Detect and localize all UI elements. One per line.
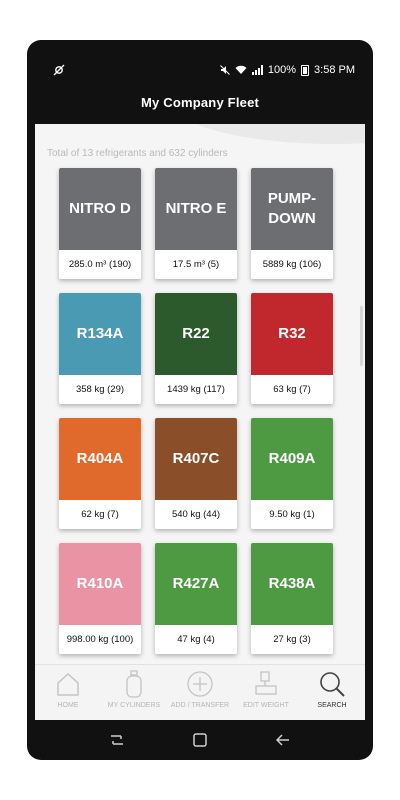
refrigerant-card-r407c[interactable]: R407C 540 kg (44) xyxy=(155,418,237,529)
refrigerant-card-r404a[interactable]: R404A 62 kg (7) xyxy=(59,418,141,529)
nav-label: SEARCH xyxy=(317,702,347,709)
home-icon xyxy=(53,669,83,699)
system-nav-bar xyxy=(35,720,365,760)
fleet-summary: Total of 13 refrigerants and 632 cylinde… xyxy=(47,148,228,159)
refrigerant-card-r22[interactable]: R22 1439 kg (117) xyxy=(155,293,237,404)
cylinder-icon xyxy=(119,669,149,699)
battery-percent: 100% xyxy=(267,64,297,76)
refrigerant-name: R404A xyxy=(59,418,141,500)
nav-label: EDIT WEIGHT xyxy=(243,702,289,709)
refrigerant-amount: 540 kg (44) xyxy=(171,509,221,520)
refrigerant-card-nitro-d[interactable]: NITRO D 285.0 m³ (190) xyxy=(59,168,141,279)
nav-add-transfer[interactable]: ADD / TRANSFER xyxy=(169,669,231,710)
scale-icon xyxy=(251,669,281,699)
refrigerant-card-r32[interactable]: R32 63 kg (7) xyxy=(251,293,333,404)
refrigerant-amount: 998.00 kg (100) xyxy=(66,634,134,645)
search-icon xyxy=(317,669,347,699)
refrigerant-name: R407C xyxy=(155,418,237,500)
refrigerant-amount: 358 kg (29) xyxy=(75,384,125,395)
page-title: My Company Fleet xyxy=(140,94,260,110)
refrigerant-name: NITRO E xyxy=(155,168,237,250)
nav-home[interactable]: HOME xyxy=(37,669,99,710)
refrigerant-amount: 27 kg (3) xyxy=(273,634,311,645)
refrigerant-amount: 63 kg (7) xyxy=(273,384,311,395)
refrigerant-name: R22 xyxy=(155,293,237,375)
back-icon[interactable] xyxy=(273,730,293,750)
phone-frame: 100% 3:58 PM My Company Fleet Total of 1… xyxy=(27,40,373,760)
signal-icon xyxy=(251,65,263,75)
fleet-content[interactable]: Total of 13 refrigerants and 632 cylinde… xyxy=(35,124,365,664)
bottom-nav: HOME MY CYLINDERS ADD / TRANSFER EDIT WE… xyxy=(35,664,365,720)
refrigerant-amount: 285.0 m³ (190) xyxy=(68,259,132,270)
nav-label: MY CYLINDERS xyxy=(107,702,161,709)
refrigerant-name: R410A xyxy=(59,543,141,625)
refrigerant-card-r409a[interactable]: R409A 9.50 kg (1) xyxy=(251,418,333,529)
refrigerant-amount: 62 kg (7) xyxy=(81,509,119,520)
nav-my-cylinders[interactable]: MY CYLINDERS xyxy=(103,669,165,710)
refrigerant-name: PUMP-DOWN xyxy=(251,168,333,250)
scrollbar[interactable] xyxy=(360,306,363,366)
nav-label: HOME xyxy=(57,702,79,709)
refrigerant-name: R134A xyxy=(59,293,141,375)
notification-icon xyxy=(53,64,65,76)
header-curve xyxy=(35,124,365,146)
refrigerant-grid: NITRO D 285.0 m³ (190) NITRO E 17.5 m³ (… xyxy=(59,168,333,654)
refrigerant-amount: 9.50 kg (1) xyxy=(269,509,315,520)
refrigerant-card-r438a[interactable]: R438A 27 kg (3) xyxy=(251,543,333,654)
nav-label: ADD / TRANSFER xyxy=(170,702,230,709)
refrigerant-name: R427A xyxy=(155,543,237,625)
refrigerant-amount: 5889 kg (106) xyxy=(262,259,322,270)
refrigerant-name: R438A xyxy=(251,543,333,625)
refrigerant-card-pump-down[interactable]: PUMP-DOWN 5889 kg (106) xyxy=(251,168,333,279)
refrigerant-name: R409A xyxy=(251,418,333,500)
home-button-icon[interactable] xyxy=(190,730,210,750)
refrigerant-card-nitro-e[interactable]: NITRO E 17.5 m³ (5) xyxy=(155,168,237,279)
refrigerant-amount: 47 kg (4) xyxy=(177,634,215,645)
wifi-icon xyxy=(235,65,247,74)
battery-icon xyxy=(301,64,310,76)
nav-search[interactable]: SEARCH xyxy=(301,669,363,710)
nav-edit-weight[interactable]: EDIT WEIGHT xyxy=(235,669,297,710)
clock: 3:58 PM xyxy=(314,64,355,76)
app-header: My Company Fleet xyxy=(35,80,365,124)
refrigerant-amount: 1439 kg (117) xyxy=(167,384,225,395)
refrigerant-card-r410a[interactable]: R410A 998.00 kg (100) xyxy=(59,543,141,654)
refrigerant-amount: 17.5 m³ (5) xyxy=(172,259,220,270)
refrigerant-name: NITRO D xyxy=(59,168,141,250)
mute-icon xyxy=(220,65,230,75)
refrigerant-card-r134a[interactable]: R134A 358 kg (29) xyxy=(59,293,141,404)
screen: 100% 3:58 PM My Company Fleet Total of 1… xyxy=(35,60,365,720)
recents-icon[interactable] xyxy=(107,730,127,750)
refrigerant-name: R32 xyxy=(251,293,333,375)
refrigerant-card-r427a[interactable]: R427A 47 kg (4) xyxy=(155,543,237,654)
add-circle-icon xyxy=(185,669,215,699)
status-bar: 100% 3:58 PM xyxy=(35,60,365,80)
